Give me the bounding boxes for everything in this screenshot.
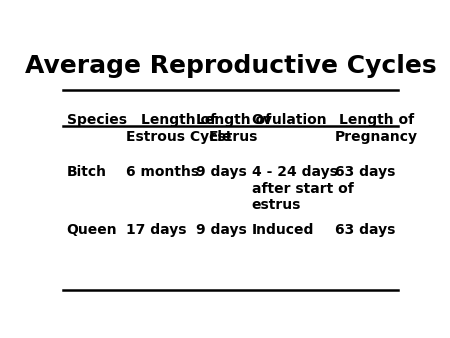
- Text: 63 days: 63 days: [335, 166, 396, 179]
- Text: 4 - 24 days
after start of
estrus: 4 - 24 days after start of estrus: [252, 166, 353, 212]
- Text: Ovulation: Ovulation: [252, 114, 327, 127]
- Text: 9 days: 9 days: [196, 166, 247, 179]
- Text: Induced: Induced: [252, 223, 314, 237]
- Text: 63 days: 63 days: [335, 223, 396, 237]
- Text: Bitch: Bitch: [67, 166, 107, 179]
- Text: 17 days: 17 days: [126, 223, 186, 237]
- Text: Queen: Queen: [67, 223, 117, 237]
- Text: 9 days: 9 days: [196, 223, 247, 237]
- Text: Length of
Pregnancy: Length of Pregnancy: [335, 114, 418, 144]
- Text: Length of
Estrous Cycle: Length of Estrous Cycle: [126, 114, 231, 144]
- Text: 6 months: 6 months: [126, 166, 199, 179]
- Text: Length of
Estrus: Length of Estrus: [196, 114, 271, 144]
- Text: Average Reproductive Cycles: Average Reproductive Cycles: [25, 54, 436, 78]
- Text: Species: Species: [67, 114, 127, 127]
